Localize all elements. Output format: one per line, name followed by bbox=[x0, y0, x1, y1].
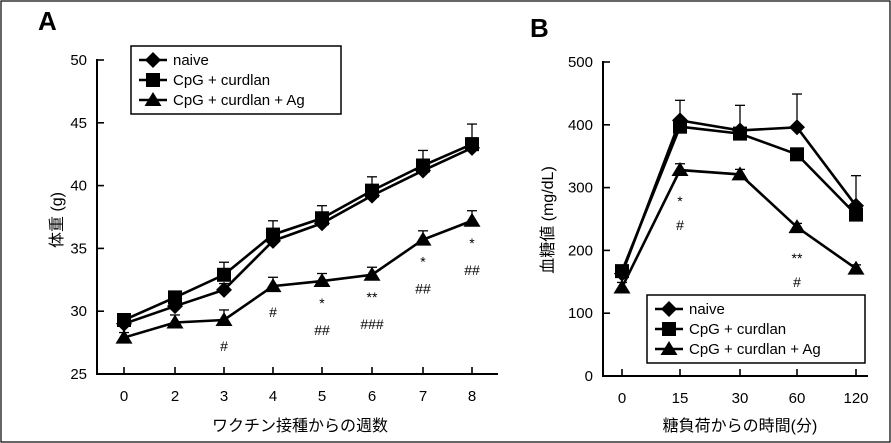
significance-b-60-1: # bbox=[793, 274, 801, 290]
chart-b: 0 100 200 300 400 500 0 15 30 60 120 糖負荷からの時間(分) 血糖値… bbox=[539, 54, 869, 435]
x-tick-label-a-5: 5 bbox=[318, 388, 326, 405]
y-tick-label-a-45: 45 bbox=[70, 115, 87, 132]
y-tick-label-b-400: 400 bbox=[568, 117, 593, 134]
y-axis-title-a: 体重 (g) bbox=[48, 192, 66, 248]
data-point-a-cpg-curdlan-0 bbox=[117, 312, 131, 327]
x-tick-label-b-15: 15 bbox=[672, 390, 689, 407]
significance-a-5-1: ## bbox=[314, 322, 330, 338]
legend-marker-a-naive bbox=[145, 52, 161, 68]
series-line-b-cpg-curdlan-ag bbox=[620, 168, 857, 289]
data-point-a-cpg-curdlan-ag-7 bbox=[463, 212, 481, 227]
x-tick-label-b-30: 30 bbox=[732, 390, 749, 407]
data-point-b-cpg-curdlan-1 bbox=[673, 119, 687, 134]
series-line-a-cpg-curdlan-ag bbox=[123, 219, 473, 339]
data-point-a-cpg-curdlan-ag-6 bbox=[414, 231, 432, 246]
legend-marker-a-cpg-curdlan bbox=[146, 73, 160, 87]
data-point-a-cpg-curdlan-ag-0 bbox=[115, 329, 133, 344]
legend-label-b-cpg-curdlan: CpG + curdlan bbox=[689, 321, 786, 338]
legend-label-b-cpg-curdlan-ag: CpG + curdlan + Ag bbox=[689, 341, 821, 358]
data-point-b-cpg-curdlan-0 bbox=[615, 264, 629, 279]
data-point-b-cpg-curdlan-ag-3 bbox=[788, 219, 806, 234]
y-tick-label-b-100: 100 bbox=[568, 305, 593, 322]
x-tick-label-a-8: 8 bbox=[468, 388, 476, 405]
x-tick-label-a-4: 4 bbox=[269, 388, 277, 405]
data-point-a-cpg-curdlan-ag-2 bbox=[215, 311, 233, 326]
legend-label-a-naive: naive bbox=[173, 52, 209, 69]
data-point-a-cpg-curdlan-5 bbox=[365, 183, 379, 198]
data-point-b-naive-3 bbox=[789, 119, 805, 136]
data-point-a-cpg-curdlan-7 bbox=[465, 137, 479, 152]
significance-a-3-0: # bbox=[220, 338, 228, 354]
legend-marker-a-cpg-curdlan-ag bbox=[144, 92, 162, 106]
significance-a-6-1: ### bbox=[360, 316, 384, 332]
x-axis-title-b: 糖負荷からの時間(分) bbox=[663, 417, 818, 435]
legend-label-a-cpg-curdlan: CpG + curdlan bbox=[173, 72, 270, 89]
x-tick-label-a-3: 3 bbox=[220, 388, 228, 405]
data-point-b-cpg-curdlan-ag-2 bbox=[731, 166, 749, 181]
panel-letter-a: A bbox=[38, 6, 57, 36]
legend-label-b-naive: naive bbox=[689, 301, 725, 318]
legend-label-a-cpg-curdlan-ag: CpG + curdlan + Ag bbox=[173, 92, 305, 109]
y-tick-label-b-300: 300 bbox=[568, 180, 593, 197]
x-tick-label-b-0: 0 bbox=[618, 390, 626, 407]
legend-box-b bbox=[646, 294, 866, 364]
data-point-a-cpg-curdlan-2 bbox=[217, 267, 231, 282]
data-point-a-cpg-curdlan-3 bbox=[266, 227, 280, 242]
significance-a-7-0: * bbox=[420, 254, 426, 270]
series-line-a-cpg-curdlan bbox=[123, 142, 473, 322]
x-tick-label-a-6: 6 bbox=[368, 388, 376, 405]
y-tick-label-a-50: 50 bbox=[70, 52, 87, 69]
x-tick-label-b-120: 120 bbox=[843, 390, 868, 407]
x-tick-label-a-7: 7 bbox=[419, 388, 427, 405]
data-point-a-cpg-curdlan-6 bbox=[416, 158, 430, 173]
y-tick-label-b-0: 0 bbox=[585, 368, 593, 385]
significance-a-4-0: # bbox=[269, 304, 277, 320]
panel-letter-b: B bbox=[530, 13, 549, 43]
data-point-b-cpg-curdlan-4 bbox=[849, 207, 863, 222]
y-axis-title-b: 血糖値 (mg/dL) bbox=[539, 166, 557, 274]
data-point-b-cpg-curdlan-ag-4 bbox=[847, 260, 865, 275]
x-tick-label-b-60: 60 bbox=[789, 390, 806, 407]
x-tick-label-a-2: 2 bbox=[171, 388, 179, 405]
y-tick-label-a-30: 30 bbox=[70, 303, 87, 320]
data-point-a-cpg-curdlan-ag-3 bbox=[264, 278, 282, 293]
significance-a-8-1: ## bbox=[464, 262, 480, 278]
data-point-a-cpg-curdlan-ag-5 bbox=[363, 266, 381, 281]
data-point-b-cpg-curdlan-3 bbox=[790, 147, 804, 162]
significance-a-6-0: ** bbox=[367, 289, 378, 305]
significance-a-5-0: * bbox=[319, 295, 325, 311]
data-point-a-cpg-curdlan-ag-1 bbox=[166, 314, 184, 329]
significance-b-15-1: # bbox=[676, 217, 684, 233]
significance-a-7-1: ## bbox=[415, 281, 431, 297]
legend-marker-b-cpg-curdlan-ag bbox=[660, 341, 678, 355]
data-point-b-cpg-curdlan-ag-0 bbox=[613, 279, 631, 294]
legend-a: naive CpG + curdlan CpG + curdlan + Ag bbox=[130, 45, 342, 115]
x-tick-label-a-0: 0 bbox=[120, 388, 128, 405]
legend-marker-b-naive bbox=[661, 301, 677, 317]
data-point-a-naive-2 bbox=[216, 281, 232, 298]
data-point-b-cpg-curdlan-2 bbox=[733, 126, 747, 141]
series-line-b-cpg-curdlan bbox=[620, 125, 857, 272]
x-axis-title-a: ワクチン接種からの週数 bbox=[212, 417, 388, 435]
y-tick-label-b-500: 500 bbox=[568, 54, 593, 71]
series-line-a-naive bbox=[123, 146, 473, 325]
y-tick-label-a-25: 25 bbox=[70, 366, 87, 383]
data-point-a-cpg-curdlan-4 bbox=[315, 211, 329, 226]
data-point-a-cpg-curdlan-ag-4 bbox=[313, 273, 331, 288]
significance-b-60-0: ** bbox=[792, 250, 803, 266]
series-line-b-naive bbox=[620, 118, 858, 275]
y-tick-label-a-35: 35 bbox=[70, 240, 87, 257]
data-point-a-cpg-curdlan-1 bbox=[168, 290, 182, 305]
y-tick-label-a-40: 40 bbox=[70, 178, 87, 195]
data-point-b-cpg-curdlan-ag-1 bbox=[671, 162, 689, 177]
significance-b-15-0: * bbox=[677, 193, 683, 209]
legend-b: naive CpG + curdlan CpG + curdlan + Ag bbox=[646, 294, 866, 364]
significance-a-8-0: * bbox=[469, 235, 475, 251]
legend-marker-b-cpg-curdlan bbox=[662, 322, 676, 336]
y-tick-label-b-200: 200 bbox=[568, 242, 593, 259]
